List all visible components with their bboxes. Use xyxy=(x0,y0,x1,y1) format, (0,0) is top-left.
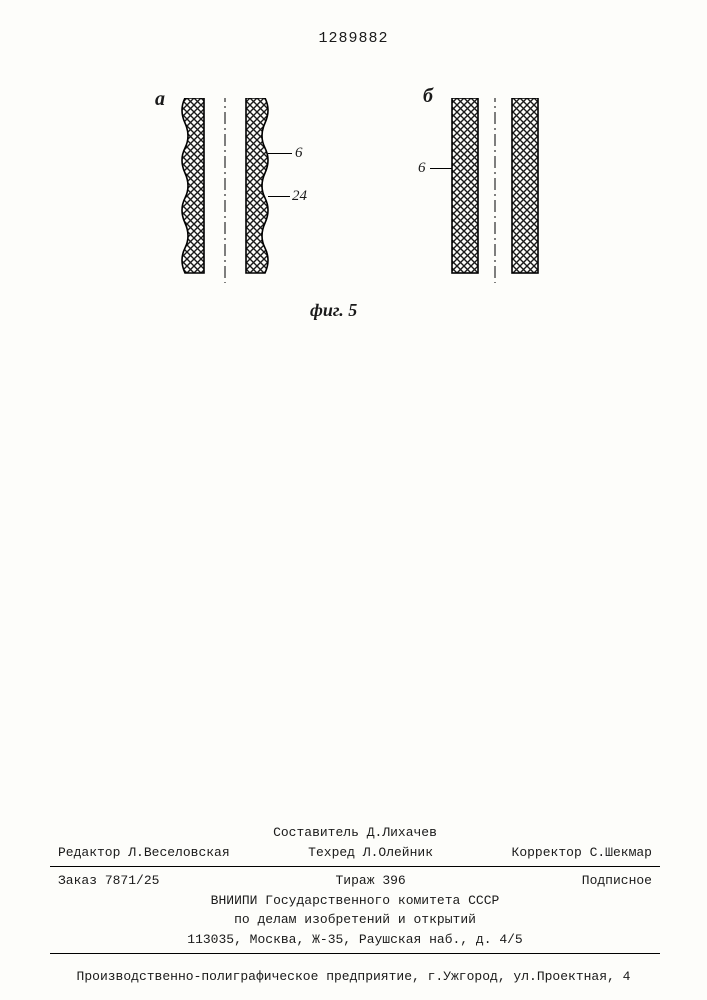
compiler-line: Составитель Д.Лихачев xyxy=(50,823,660,843)
panel-b-svg xyxy=(450,98,540,293)
colophon: Производственно-полиграфическое предприя… xyxy=(0,969,707,984)
footer-block: Составитель Д.Лихачев Редактор Л.Веселов… xyxy=(50,823,660,958)
page-number: 1289882 xyxy=(0,30,707,47)
leader-6a xyxy=(268,153,292,154)
credits-row: Редактор Л.Веселовская Техред Л.Олейник … xyxy=(50,843,660,863)
callout-6b: 6 xyxy=(418,160,426,177)
editor: Редактор Л.Веселовская xyxy=(58,843,230,863)
callout-6a: 6 xyxy=(295,145,303,162)
org-line-2: по делам изобретений и открытий xyxy=(50,910,660,930)
figure-5: а б 6 24 6 фиг. 5 xyxy=(90,70,610,310)
tech-editor: Техред Л.Олейник xyxy=(308,843,433,863)
print-run: Тираж 396 xyxy=(335,871,405,891)
address-line: 113035, Москва, Ж-35, Раушская наб., д. … xyxy=(50,930,660,950)
panel-a-svg xyxy=(180,98,270,293)
corrector: Корректор С.Шекмар xyxy=(512,843,652,863)
org-line-1: ВНИИПИ Государственного комитета СССР xyxy=(50,891,660,911)
print-row: Заказ 7871/25 Тираж 396 Подписное xyxy=(50,871,660,891)
order-number: Заказ 7871/25 xyxy=(58,871,159,891)
rule-1 xyxy=(50,866,660,867)
figure-caption: фиг. 5 xyxy=(310,300,357,321)
panel-label-a: а xyxy=(155,88,165,111)
callout-24: 24 xyxy=(292,188,307,205)
leader-6b xyxy=(430,168,452,169)
panel-label-b: б xyxy=(423,85,433,108)
leader-24 xyxy=(268,196,290,197)
subscription: Подписное xyxy=(582,871,652,891)
rule-2 xyxy=(50,953,660,954)
